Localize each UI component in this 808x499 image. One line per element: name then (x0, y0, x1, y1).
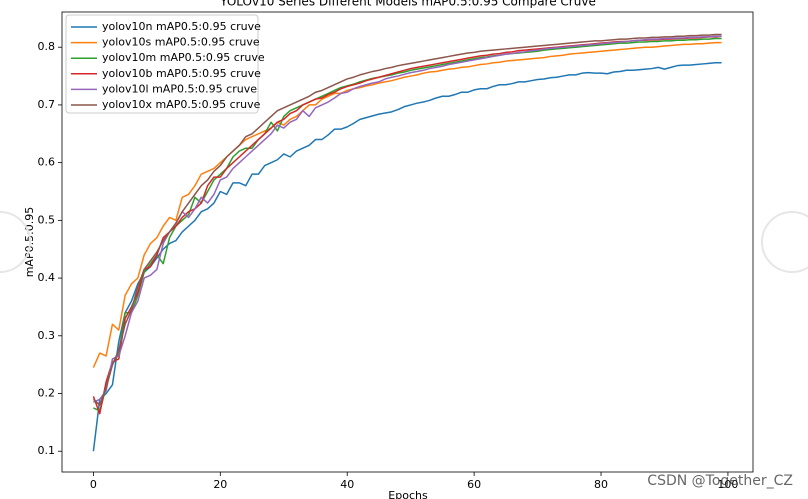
y-tick-label: 0.8 (38, 40, 56, 53)
legend-label: yolov10b mAP0.5:0.95 cruve (102, 67, 261, 80)
nav-next[interactable] (761, 211, 808, 273)
x-tick-label: 60 (467, 478, 481, 491)
watermark: CSDN @Together_CZ (647, 473, 793, 489)
y-tick-label: 0.5 (38, 213, 56, 226)
x-tick-label: 0 (90, 478, 97, 491)
y-tick-label: 0.7 (38, 98, 56, 111)
legend-label: yolov10s mAP0.5:0.95 cruve (102, 36, 260, 49)
chart-title: YOLOv10 Series Different Models mAP0.5:0… (219, 0, 596, 9)
x-axis-label: Epochs (388, 489, 428, 499)
legend-label: yolov10n mAP0.5:0.95 cruve (102, 20, 261, 33)
y-tick-label: 0.6 (38, 156, 56, 169)
y-tick-label: 0.4 (38, 271, 56, 284)
legend-label: yolov10x mAP0.5:0.95 cruve (102, 98, 261, 111)
y-tick-label: 0.1 (38, 444, 56, 457)
legend-label: yolov10l mAP0.5:0.95 cruve (102, 82, 257, 95)
x-tick-label: 80 (594, 478, 608, 491)
legend-label: yolov10m mAP0.5:0.95 cruve (102, 51, 265, 64)
y-tick-label: 0.2 (38, 387, 56, 400)
series-line (93, 37, 722, 412)
nav-prev[interactable] (0, 211, 31, 273)
axes-frame (61, 11, 754, 473)
series-line (92, 62, 722, 452)
legend-box (65, 14, 259, 114)
x-tick-label: 20 (213, 478, 227, 491)
x-tick-label: 100 (717, 478, 738, 491)
plot-area: 0 20 40 60 80 100 0.1 0.2 0.3 0.4 0.5 0.6 0.7 0.8 yolo… (38, 11, 754, 491)
series-line (92, 33, 722, 406)
x-tick-label: 40 (340, 478, 354, 491)
series-line (93, 35, 722, 403)
series-line (92, 41, 722, 368)
y-tick-label: 0.3 (38, 329, 56, 342)
